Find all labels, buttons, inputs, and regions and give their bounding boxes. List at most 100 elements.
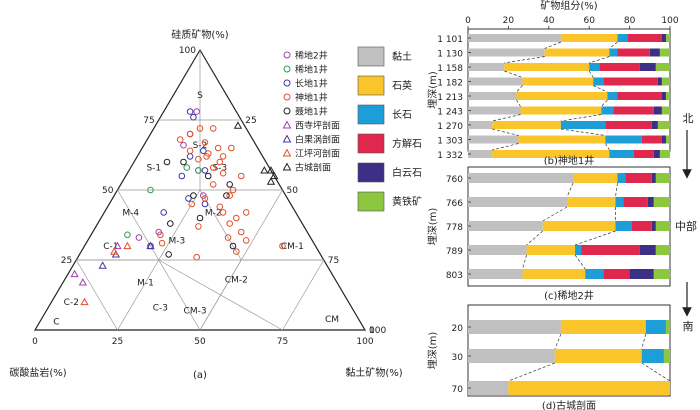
legend-marker xyxy=(283,93,291,101)
mineral-label: 石英 xyxy=(392,79,412,92)
ternary-tick-left: 50 xyxy=(102,186,114,196)
ternary-zone-label: CM-1 xyxy=(281,242,304,252)
bar-segment xyxy=(542,221,616,231)
bar-segment xyxy=(468,63,505,71)
ternary-tick-right: 75 xyxy=(328,256,339,266)
bar-segment xyxy=(661,106,670,115)
bar-segment xyxy=(653,150,660,158)
bar-segment xyxy=(653,106,662,115)
x-axis-label: 矿物组分(%) xyxy=(540,0,597,12)
ternary-zone-label: S xyxy=(197,91,203,101)
depth-tick-label: 789 xyxy=(446,247,463,257)
ternary-zone-label: C-3 xyxy=(153,304,168,314)
bar-segment xyxy=(613,106,654,115)
ternary-zone-boundary xyxy=(75,259,118,331)
ternary-tick-bottom: 75 xyxy=(277,337,288,347)
bar-segment xyxy=(631,221,652,231)
trend-connector xyxy=(508,362,555,382)
bar-segment xyxy=(468,34,561,42)
ternary-point xyxy=(279,242,286,250)
bar-segment xyxy=(639,245,656,255)
bar-segment xyxy=(609,48,618,57)
legend-label: 长地1井 xyxy=(295,78,328,90)
trend-connector xyxy=(593,85,608,93)
bar-segment xyxy=(566,197,616,207)
bar-segment xyxy=(655,245,670,255)
ternary-point xyxy=(123,241,132,250)
bar-segment xyxy=(665,92,670,100)
bar-segment xyxy=(641,349,664,363)
ternary-zone-label: S-2 xyxy=(193,141,208,151)
depth-tick-label: 1 101 xyxy=(437,35,463,45)
bar-segment xyxy=(560,34,618,42)
ternary-point xyxy=(193,253,200,261)
trend-connector xyxy=(492,128,519,136)
bar-segment xyxy=(665,135,670,144)
legend-marker xyxy=(283,107,291,115)
ternary-point xyxy=(186,153,194,160)
ternary-point xyxy=(219,153,227,160)
ternary-point xyxy=(229,242,237,250)
trend-connector xyxy=(526,230,543,246)
ternary-apex-right-label: 黏土矿物(%) xyxy=(345,366,402,379)
ternary-point xyxy=(146,241,155,250)
ternary-zone-boundary xyxy=(282,259,325,331)
bar-segment xyxy=(617,173,626,183)
ternary-point xyxy=(201,139,209,146)
ternary-zone-boundary xyxy=(117,259,160,331)
bar-segment xyxy=(617,92,662,100)
mineral-label: 方解石 xyxy=(392,137,422,150)
bar-segment xyxy=(629,269,654,279)
ternary-point xyxy=(233,121,243,129)
bar-segment xyxy=(468,92,517,100)
north-label: 北 xyxy=(683,112,694,125)
depth-tick-label: 1 243 xyxy=(437,108,463,118)
ternary-zone-label: S-1 xyxy=(146,164,161,174)
ternary-zone-boundary xyxy=(199,259,242,331)
bar-segment xyxy=(522,77,594,86)
ternary-tick-left: 75 xyxy=(143,116,154,126)
bar-segment xyxy=(615,221,632,231)
bar-segment xyxy=(544,48,610,57)
panel-frame xyxy=(467,28,671,152)
bar-segment xyxy=(554,349,642,363)
x-tick-label: 40 xyxy=(543,16,555,26)
ternary-point xyxy=(158,239,166,247)
ternary-point xyxy=(163,158,171,166)
depth-tick-label: 1 182 xyxy=(437,79,463,89)
bar-segment xyxy=(663,349,670,363)
ternary-point xyxy=(180,141,187,149)
bar-segment xyxy=(468,221,543,231)
ternary-zone-label: M-4 xyxy=(122,208,139,218)
mineral-label: 白云石 xyxy=(392,166,422,179)
legend-marker xyxy=(283,51,291,59)
bar-segment xyxy=(615,197,624,207)
bar-segment xyxy=(657,77,662,86)
trend-connector xyxy=(588,70,594,78)
bar-segment xyxy=(605,121,652,129)
trend-connector xyxy=(516,99,521,107)
trend-connector xyxy=(609,41,618,49)
bar-segment xyxy=(655,63,670,71)
ternary-tick-right: 50 xyxy=(287,186,299,196)
trend-connector xyxy=(516,85,523,93)
bar-segment xyxy=(661,92,666,100)
bar-segment xyxy=(508,381,670,395)
ternary-point xyxy=(237,228,245,236)
mineral-label: 黄铁矿 xyxy=(392,195,422,208)
bar-segment xyxy=(651,221,656,231)
bar-segment xyxy=(504,63,590,71)
ternary-point xyxy=(219,169,227,177)
ternary-point xyxy=(195,223,202,230)
bar-segment xyxy=(468,48,545,57)
y-axis-label: 埋深(m) xyxy=(427,208,439,246)
ternary-point xyxy=(110,247,119,255)
ternary-point xyxy=(193,108,200,115)
bar-segment xyxy=(492,150,610,158)
bar-segment xyxy=(657,121,670,129)
mineral-swatch xyxy=(357,46,385,67)
depth-tick-label: 20 xyxy=(452,324,464,334)
ternary-point xyxy=(209,125,217,132)
ternary-point xyxy=(209,164,217,171)
ternary-point xyxy=(186,147,194,155)
